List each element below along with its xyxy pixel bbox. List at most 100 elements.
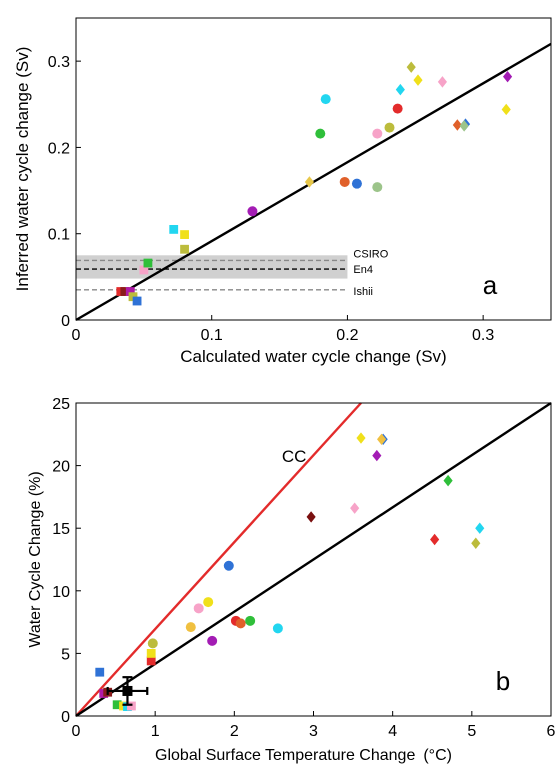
data-point-diamond bbox=[502, 70, 513, 83]
trend-lines bbox=[75, 401, 552, 718]
data-point-circle bbox=[339, 176, 350, 187]
y-axis-label: Water Cycle Change (%) bbox=[27, 471, 44, 647]
data-point-square bbox=[125, 287, 135, 296]
data-point-square bbox=[143, 258, 153, 268]
y-tick-label: 15 bbox=[52, 521, 70, 538]
cc-line-label: CC bbox=[282, 447, 307, 466]
reference-lines bbox=[76, 259, 348, 291]
x-tick-label: 0.1 bbox=[201, 327, 223, 344]
data-point-diamond bbox=[395, 83, 405, 96]
reference-band bbox=[76, 255, 348, 279]
data-point-diamond bbox=[304, 176, 315, 188]
data-point-square bbox=[95, 667, 105, 677]
data-point-circle bbox=[320, 94, 331, 105]
y-tick-label: 0 bbox=[61, 313, 70, 330]
x-ticks: 0 1 2 3 4 5 6 bbox=[72, 711, 556, 740]
x-axis-label: Calculated water cycle change (Sv) bbox=[180, 347, 446, 366]
y-axis-label: Inferred water cycle change (Sv) bbox=[13, 47, 32, 292]
data-point-square bbox=[132, 296, 142, 306]
x-axis-label-text: Global Surface Temperature Change bbox=[155, 747, 415, 764]
data-point-square bbox=[169, 225, 179, 234]
data-point-diamond bbox=[413, 74, 423, 86]
data-point-circle bbox=[203, 597, 214, 608]
data-point-circle bbox=[384, 122, 395, 133]
x-tick-label: 5 bbox=[467, 723, 476, 740]
data-point-diamond bbox=[372, 449, 382, 462]
y-tick-label: 0.1 bbox=[48, 227, 70, 244]
data-point-circle bbox=[392, 103, 403, 114]
y-tick-label: 20 bbox=[52, 459, 70, 476]
y-ticks: 0 0.1 0.2 0.3 bbox=[48, 54, 81, 330]
x-ticks: 0 0.1 0.2 0.3 bbox=[72, 315, 494, 344]
data-point-diamond bbox=[306, 511, 316, 523]
plot-frame bbox=[75, 17, 552, 321]
x-tick-label: 6 bbox=[547, 723, 556, 740]
x-tick-label: 3 bbox=[309, 723, 318, 740]
data-point-diamond bbox=[356, 432, 366, 444]
reference-label-en4: En4 bbox=[353, 264, 373, 276]
data-point-circle bbox=[147, 638, 158, 649]
data-point-circle bbox=[245, 615, 256, 626]
data-point-square bbox=[112, 700, 122, 710]
panel-b: CC 0 1 2 3 4 5 6 0 5 10 15 20 25 Global Surface Tem… bbox=[27, 396, 556, 764]
data-point-diamond bbox=[443, 474, 453, 487]
x-axis-label-unit: (°C) bbox=[423, 747, 452, 764]
y-tick-label: 5 bbox=[61, 646, 70, 663]
data-point-circle bbox=[372, 128, 383, 139]
y-tick-label: 25 bbox=[52, 396, 70, 413]
reference-labels: CSIRO En4 Ishii bbox=[353, 248, 388, 297]
y-tick-label: 10 bbox=[52, 584, 70, 601]
data-point-diamond bbox=[471, 537, 481, 549]
panel-label: b bbox=[496, 666, 510, 696]
data-point-diamond bbox=[406, 61, 416, 73]
data-point-diamond bbox=[475, 522, 485, 534]
x-tick-label: 2 bbox=[230, 723, 239, 740]
data-point-diamond bbox=[377, 433, 387, 446]
data-point-square bbox=[120, 287, 130, 296]
data-point-square bbox=[127, 701, 136, 711]
data-point-square bbox=[139, 265, 149, 275]
data-point-square bbox=[180, 230, 189, 239]
y-tick-label: 0.2 bbox=[48, 140, 70, 157]
y-ticks: 0 5 10 15 20 25 bbox=[52, 396, 81, 726]
x-axis-label: Global Surface Temperature Change (°C) bbox=[155, 747, 452, 764]
data-points bbox=[95, 432, 485, 712]
data-point-diamond bbox=[452, 119, 462, 131]
data-point-square bbox=[146, 649, 156, 658]
fit-line bbox=[75, 401, 552, 718]
data-point-circle bbox=[207, 635, 218, 646]
reference-label-csiro: CSIRO bbox=[353, 248, 388, 260]
data-point-square bbox=[180, 244, 189, 254]
data-point-circle bbox=[247, 206, 258, 217]
y-tick-label: 0.3 bbox=[48, 54, 70, 71]
data-point-circle bbox=[223, 560, 234, 571]
x-tick-label: 0 bbox=[72, 327, 81, 344]
x-tick-label: 0.2 bbox=[336, 327, 358, 344]
panel-label: a bbox=[483, 270, 498, 300]
x-tick-label: 4 bbox=[388, 723, 397, 740]
data-point-circle bbox=[235, 618, 246, 629]
x-tick-label: 0 bbox=[72, 723, 81, 740]
data-point-circle bbox=[193, 603, 204, 614]
data-point-circle bbox=[185, 622, 196, 633]
data-points bbox=[116, 61, 513, 306]
data-point-diamond bbox=[437, 76, 448, 88]
data-point-diamond bbox=[350, 502, 360, 514]
data-point-circle bbox=[372, 182, 383, 193]
x-tick-label: 0.3 bbox=[472, 327, 494, 344]
reference-label-ishii: Ishii bbox=[353, 286, 373, 298]
y-tick-label: 0 bbox=[61, 709, 70, 726]
panel-a: CSIRO En4 Ishii 0 0.1 0.2 0.3 0 0.1 0.2 0.3 Ca… bbox=[13, 17, 552, 366]
data-point-diamond bbox=[501, 103, 511, 116]
data-point-diamond bbox=[430, 533, 440, 546]
data-point-square bbox=[146, 656, 156, 666]
data-point-circle bbox=[272, 623, 283, 634]
data-point-diamond bbox=[459, 120, 469, 132]
x-tick-label: 1 bbox=[151, 723, 160, 740]
data-point-circle bbox=[351, 178, 362, 189]
observation-marker bbox=[106, 676, 149, 706]
data-point-circle bbox=[315, 128, 326, 139]
observation-point bbox=[122, 685, 133, 696]
cc-line bbox=[75, 402, 362, 717]
